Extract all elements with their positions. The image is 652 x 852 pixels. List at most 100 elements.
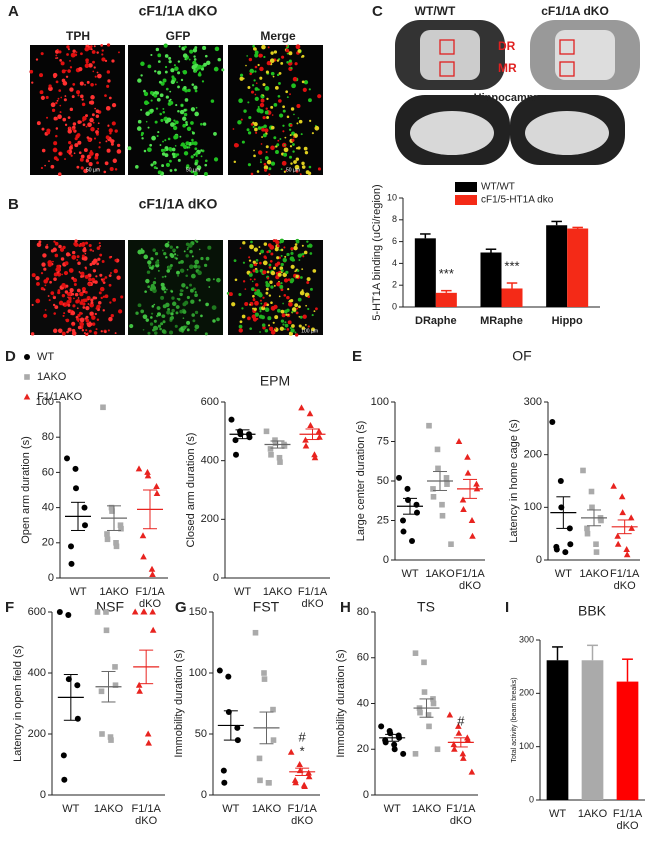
cell: [76, 165, 80, 169]
cell: [311, 327, 315, 332]
y-tick-label: 200: [28, 728, 46, 740]
cell: [72, 324, 74, 327]
cell: [80, 299, 84, 302]
cell: [46, 243, 49, 246]
cell: [300, 276, 303, 279]
cell: [259, 299, 262, 302]
point: [396, 474, 402, 481]
cell: [270, 145, 275, 151]
point: [149, 626, 157, 633]
cell: [277, 272, 282, 277]
cell: [110, 255, 113, 258]
cell: [279, 326, 284, 331]
cell: [317, 167, 321, 171]
cell: [264, 156, 269, 160]
cell: [169, 316, 174, 321]
cell: [268, 173, 271, 176]
panel-letter: E: [352, 348, 362, 365]
x-tick-label: 1AKO: [578, 808, 608, 820]
point: [104, 531, 110, 537]
cell: [65, 284, 69, 288]
cell: [274, 247, 279, 252]
cell: [308, 243, 312, 247]
cell: [52, 72, 58, 78]
cell: [86, 136, 90, 139]
cell: [237, 120, 242, 125]
point: [409, 538, 415, 545]
point: [446, 711, 454, 718]
cell: [179, 135, 182, 138]
cell: [177, 110, 180, 113]
cell: [194, 152, 199, 156]
cell: [55, 101, 58, 105]
annotation: #: [457, 713, 465, 728]
cell: [247, 163, 252, 167]
cell: [200, 67, 205, 71]
cell: [182, 309, 187, 314]
cell: [265, 145, 269, 149]
chart: EPM 0 200 400 600 Closed arm duration (s) WT 1A…: [185, 373, 330, 610]
cell: [143, 89, 146, 93]
cell: [301, 244, 304, 247]
cell: [64, 261, 69, 266]
cell: [313, 310, 316, 313]
cell: [39, 73, 44, 78]
point: [112, 682, 119, 688]
cell: [174, 145, 177, 147]
cell: [100, 296, 103, 300]
cell: [80, 154, 85, 159]
point: [468, 517, 476, 523]
cell: [281, 160, 287, 166]
cell: [194, 162, 198, 166]
y-tick-label: 200: [524, 449, 542, 461]
cell: [81, 329, 85, 332]
cell: [165, 162, 171, 167]
point: [60, 752, 67, 759]
cell: [265, 70, 269, 74]
cell: [96, 246, 101, 250]
cell: [84, 266, 87, 269]
cell: [58, 152, 62, 156]
cell: [59, 111, 62, 114]
point: [272, 440, 279, 446]
cell: [153, 166, 157, 169]
point: [263, 428, 270, 435]
cell: [310, 287, 313, 291]
cell: [291, 258, 295, 262]
point: [267, 446, 274, 452]
cell: [66, 45, 70, 49]
cell: [185, 274, 188, 277]
legend-label: WT/WT: [481, 182, 515, 193]
cell: [297, 49, 302, 53]
cell: [312, 269, 317, 273]
cell: [204, 159, 208, 163]
chart: D 0 20 40 60 80 100 Open arm duration (s) WT 1AKO…: [5, 348, 168, 610]
cell: [262, 296, 265, 299]
cell: [249, 72, 252, 76]
point: [220, 767, 227, 774]
cell: [270, 305, 276, 311]
point: [72, 465, 79, 472]
cell: [147, 331, 151, 335]
cell: [247, 86, 251, 89]
cell: [89, 263, 93, 266]
annotation: ***: [504, 258, 519, 273]
cell: [284, 323, 289, 328]
point: [268, 452, 274, 458]
cell: [105, 105, 111, 111]
cell: [257, 126, 262, 130]
cell: [137, 78, 142, 83]
chart-title: NSF: [96, 599, 124, 615]
point: [140, 608, 148, 615]
cell: [197, 64, 202, 70]
cell: [84, 274, 89, 279]
cell: [251, 280, 254, 283]
legend-label: WT: [37, 351, 54, 363]
cell: [94, 153, 99, 157]
y-tick-label: 150: [189, 606, 207, 618]
point: [144, 472, 152, 479]
cell: [96, 71, 99, 74]
point: [464, 453, 471, 460]
cell: [82, 116, 87, 121]
cell: [294, 243, 298, 246]
